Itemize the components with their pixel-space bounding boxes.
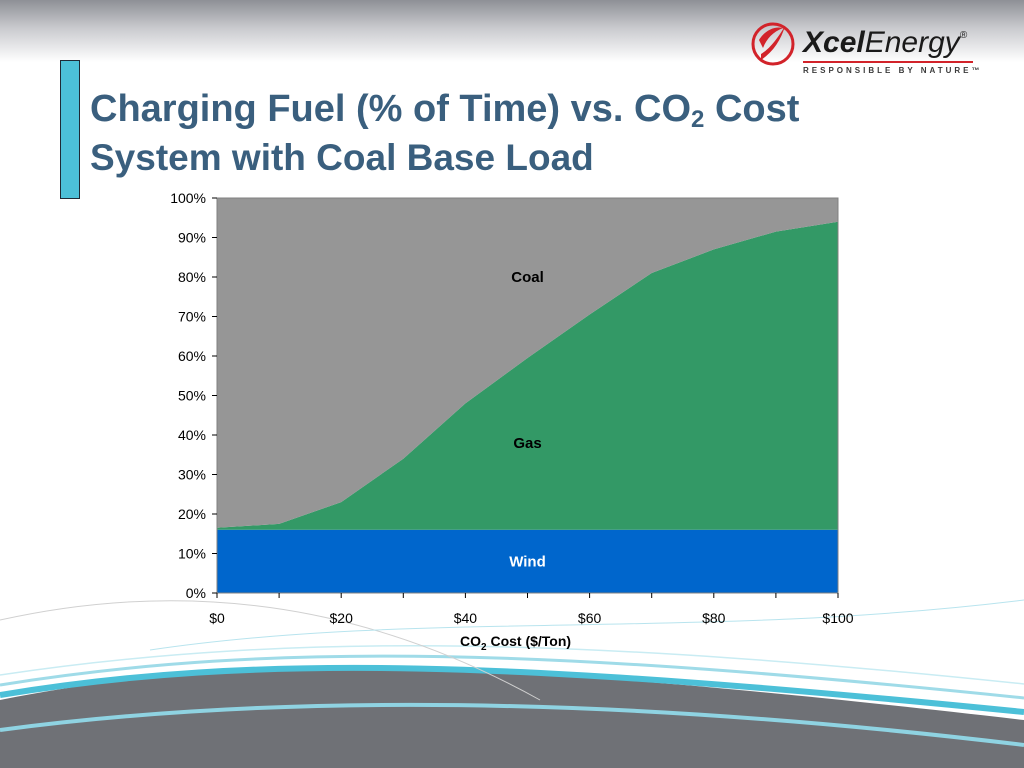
y-tick-label: 90%: [178, 230, 206, 246]
x-tick-label: $100: [822, 610, 853, 626]
logo-tagline: RESPONSIBLE BY NATURE™: [803, 66, 983, 75]
area-label-gas: Gas: [513, 435, 541, 452]
series-area-wind: [217, 529, 838, 593]
area-label-coal: Coal: [511, 269, 544, 286]
x-tick-label: $40: [454, 610, 478, 626]
title-accent-bar: [60, 60, 80, 199]
logo-wordmark: XcelEnergy®: [803, 26, 968, 59]
decorative-waves: [0, 599, 1024, 768]
x-tick-label: $60: [578, 610, 602, 626]
y-tick-label: 10%: [178, 546, 206, 562]
y-tick-label: 100%: [170, 190, 206, 206]
series-area-gas: [217, 221, 838, 530]
x-tick-label: $20: [330, 610, 354, 626]
area-label-wind: Wind: [509, 553, 546, 570]
xcel-logo-icon: [751, 22, 795, 66]
y-tick-label: 80%: [178, 269, 206, 285]
x-tick-label: $0: [209, 610, 225, 626]
series-area-coal: [217, 198, 838, 528]
slide-subtitle: System with Coal Base Load: [90, 137, 594, 178]
y-tick-label: 60%: [178, 348, 206, 364]
y-tick-label: 50%: [178, 388, 206, 404]
y-tick-label: 0%: [186, 585, 206, 601]
stacked-area-chart: 0% 10% 20% 30% 40% 50% 60% 70% 80% 90% 100% $0 $20 $4…: [170, 190, 854, 626]
x-tick-label: $80: [702, 610, 726, 626]
header-gradient: [0, 0, 1024, 62]
y-tick-label: 30%: [178, 467, 206, 483]
slide-title: Charging Fuel (% of Time) vs. CO2 Cost: [90, 88, 800, 133]
logo-divider: [803, 61, 973, 63]
x-axis-title: CO2 Cost ($/Ton): [460, 633, 572, 653]
y-tick-label: 20%: [178, 506, 206, 522]
y-tick-label: 40%: [178, 427, 206, 443]
y-tick-label: 70%: [178, 309, 206, 325]
